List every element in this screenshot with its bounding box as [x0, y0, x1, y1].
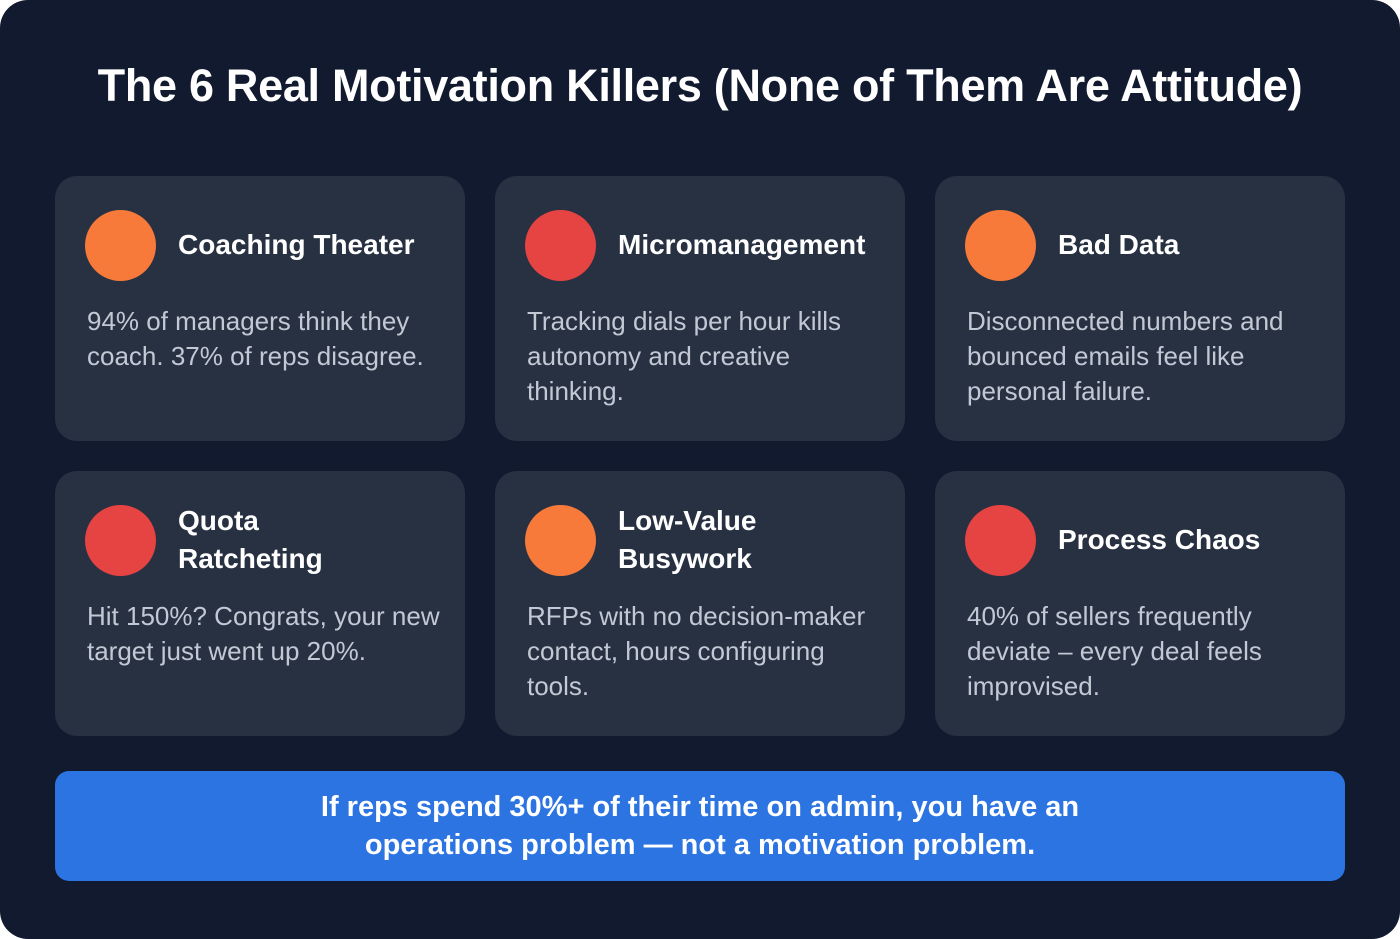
card-process-chaos: Process Chaos 40% of sellers frequently … — [935, 471, 1345, 736]
card-description: Disconnected numbers and bounced emails … — [967, 306, 1284, 406]
card-title: Bad Data — [1058, 229, 1180, 260]
card-description: 40% of sellers frequently deviate – ever… — [967, 601, 1262, 701]
card-title: Process Chaos — [1058, 524, 1261, 555]
card-header: Process Chaos — [965, 504, 1325, 576]
page-title: The 6 Real Motivation Killers (None of T… — [97, 60, 1303, 111]
circle-icon — [965, 209, 1036, 281]
card-title: Low-Value Busywork — [618, 505, 757, 574]
card-description: 94% of managers think they coach. 37% of… — [87, 306, 424, 371]
card-header: Bad Data — [965, 209, 1325, 281]
circle-icon — [525, 504, 596, 576]
card-title: Coaching Theater — [178, 229, 415, 260]
card-title: Micromanagement — [618, 229, 866, 260]
card-description: Hit 150%? Congrats, your new target just… — [87, 601, 440, 666]
card-title: Quota Ratcheting — [178, 505, 323, 574]
card-micromanagement: Micromanagement Tracking dials per hour … — [495, 176, 905, 441]
circle-icon — [965, 504, 1036, 576]
callout-text: If reps spend 30%+ of their time on admi… — [320, 791, 1080, 861]
card-coaching-theater: Coaching Theater 94% of managers think t… — [55, 176, 465, 441]
card-header: Coaching Theater — [85, 209, 445, 281]
card-header: Low-Value Busywork — [525, 504, 885, 576]
card-low-value-busywork: Low-Value Busywork RFPs with no decision… — [495, 471, 905, 736]
card-header: Micromanagement — [525, 209, 885, 281]
card-bad-data: Bad Data Disconnected numbers and bounce… — [935, 176, 1345, 441]
callout-banner: If reps spend 30%+ of their time on admi… — [55, 771, 1345, 881]
card-quota-ratcheting: Quota Ratcheting Hit 150%? Congrats, you… — [55, 471, 465, 736]
circle-icon — [85, 504, 156, 576]
killers-grid: Coaching Theater 94% of managers think t… — [55, 176, 1345, 736]
card-header: Quota Ratcheting — [85, 504, 445, 576]
card-description: RFPs with no decision-maker contact, hou… — [527, 601, 866, 701]
card-description: Tracking dials per hour kills autonomy a… — [527, 306, 842, 406]
circle-icon — [525, 209, 596, 281]
circle-icon — [85, 209, 156, 281]
